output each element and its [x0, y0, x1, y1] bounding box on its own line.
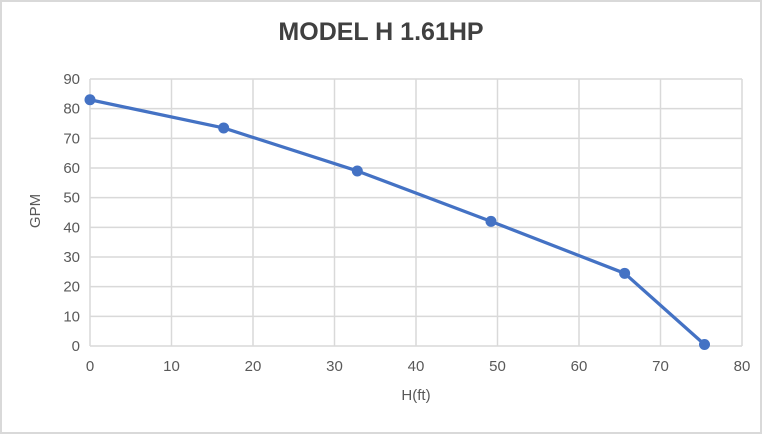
x-tick-label: 60 — [571, 358, 588, 375]
data-series — [84, 94, 711, 351]
y-axis-title: GPM — [27, 194, 44, 228]
x-tick-label: 10 — [163, 358, 180, 375]
y-tick-label: 50 — [63, 190, 80, 207]
y-tick-label: 70 — [63, 130, 80, 147]
data-point-marker — [351, 165, 363, 177]
x-axis-title: H(ft) — [401, 387, 430, 404]
data-point-marker — [699, 339, 711, 351]
data-point-marker — [619, 267, 631, 279]
y-tick-label: 40 — [63, 219, 80, 236]
y-tick-label: 20 — [63, 279, 80, 296]
x-tick-label: 40 — [408, 358, 425, 375]
chart-title: MODEL H 1.61HP — [278, 18, 484, 46]
y-tick-label: 60 — [63, 160, 80, 177]
tick-labels: 0 10 20 30 40 50 60 70 80 90 0 10 20 30 40 50 60 70 80 — [63, 71, 750, 375]
gridlines — [89, 78, 743, 347]
x-tick-label: 30 — [326, 358, 343, 375]
y-tick-label: 30 — [63, 249, 80, 266]
y-tick-label: 90 — [63, 71, 80, 88]
x-tick-label: 20 — [245, 358, 262, 375]
data-point-marker — [84, 94, 96, 106]
x-tick-label: 70 — [652, 358, 669, 375]
series-line — [88, 98, 707, 347]
data-point-marker — [485, 215, 497, 227]
x-tick-label: 50 — [489, 358, 506, 375]
y-tick-label: 10 — [63, 308, 80, 325]
x-tick-label: 80 — [734, 358, 751, 375]
x-tick-label: 0 — [86, 358, 94, 375]
y-tick-label: 0 — [72, 338, 80, 355]
y-tick-label: 80 — [63, 101, 80, 118]
data-point-marker — [218, 122, 230, 134]
